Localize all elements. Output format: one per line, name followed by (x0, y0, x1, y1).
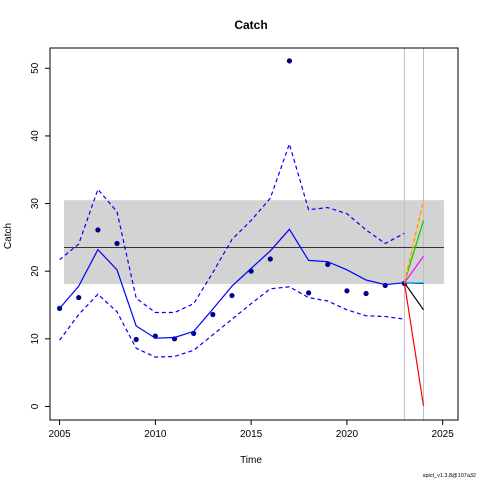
plot-layer (56, 48, 444, 420)
series-line-2 (59, 142, 405, 314)
x-tick-label: 2010 (144, 429, 167, 440)
data-point (363, 290, 369, 297)
y-axis-label: Catch (3, 223, 14, 249)
series-line-11 (403, 200, 425, 283)
y-tick-label: 0 (30, 403, 41, 409)
series-line-10 (403, 202, 425, 283)
data-point (286, 58, 293, 64)
y-tick-label: 40 (30, 130, 41, 142)
reference-band (64, 200, 444, 285)
plot-frame (49, 47, 459, 421)
data-point (305, 290, 312, 296)
data-point (325, 261, 331, 268)
data-point (114, 240, 120, 247)
series-line-3 (59, 286, 405, 358)
data-point (210, 311, 216, 318)
series-line-4 (403, 282, 424, 311)
y-tick-label: 20 (30, 265, 41, 277)
data-point (95, 227, 101, 233)
y-tick-label: 50 (30, 62, 41, 74)
series-line-6 (403, 220, 425, 283)
data-point (76, 294, 82, 301)
x-tick-label: 2020 (336, 429, 359, 440)
data-point (382, 282, 388, 289)
y-tick-label: 30 (30, 198, 41, 210)
x-tick-label: 2015 (240, 429, 263, 440)
series-line-5 (403, 282, 425, 406)
y-tick-label: 10 (30, 333, 41, 345)
data-point (133, 336, 139, 343)
series-line-9 (403, 255, 424, 284)
data-point (267, 256, 273, 262)
data-point (344, 288, 350, 294)
x-axis-label: Time (240, 455, 262, 466)
x-tick-label: 2005 (48, 429, 71, 440)
axes-layer: 2005 2010 2015 2020 2025 0 10 20 30 40 50 (30, 62, 454, 440)
series-line-1 (59, 228, 405, 339)
footer-version: spict_v1.3.8@107a32 (423, 473, 476, 479)
x-tick-label: 2025 (432, 429, 455, 440)
chart-title: Catch (234, 18, 267, 32)
data-point (229, 292, 235, 299)
